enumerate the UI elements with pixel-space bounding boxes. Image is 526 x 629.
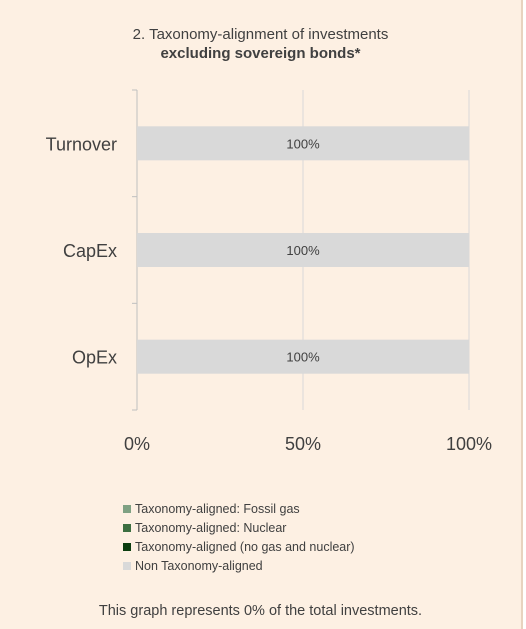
legend-item: Taxonomy-aligned: Fossil gas [123,499,355,518]
x-tick-label: 100% [446,434,492,454]
legend-swatch [123,542,131,551]
x-tick-label: 50% [285,434,321,454]
footnote: This graph represents 0% of the total in… [98,603,423,619]
bar-turnover-segment [137,126,469,161]
data-label: 100% [286,243,320,258]
legend-swatch [123,523,131,532]
legend-label: Non Taxonomy-aligned [135,558,263,573]
legend-swatch [123,561,131,570]
data-label: 100% [286,136,320,151]
chart-legend: Taxonomy-aligned: Fossil gas Taxonomy-ali… [123,499,355,575]
bar-opex-segment [137,339,469,374]
legend-item: Non Taxonomy-aligned [123,556,355,575]
legend-label: Taxonomy-aligned (no gas and nuclear) [135,539,355,554]
x-tick-label: 0% [124,434,150,454]
legend-label: Taxonomy-aligned: Fossil gas [135,501,300,516]
chart-title: 2. Taxonomy-alignment of investments [132,26,389,43]
legend-swatch [123,504,131,513]
legend-label: Taxonomy-aligned: Nuclear [135,520,287,535]
bar-capex-segment [137,233,469,267]
bar-chart: Turnover 100% CapEx 100% OpEx 100% 0% 50% 100% [46,89,492,454]
data-label: 100% [286,350,320,365]
category-label: CapEx [63,241,117,261]
category-label: OpEx [72,348,117,368]
legend-item: Taxonomy-aligned: Nuclear [123,518,355,537]
category-label: Turnover [46,134,117,154]
chart-subtitle: excluding sovereign bonds* [160,45,361,62]
legend-item: Taxonomy-aligned (no gas and nuclear) [123,537,355,556]
